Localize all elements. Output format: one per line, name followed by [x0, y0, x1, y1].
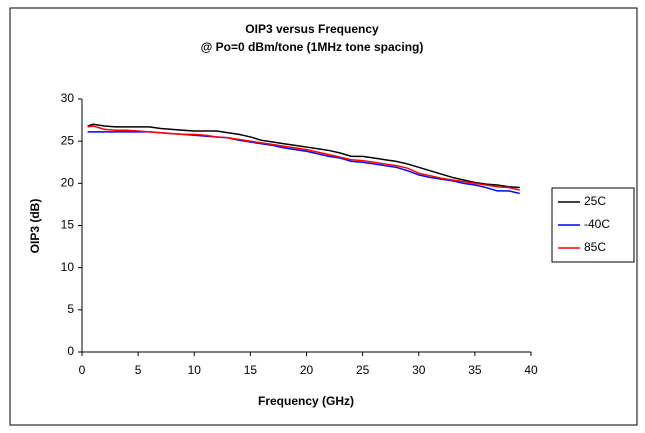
x-tick-label: 25: [356, 363, 370, 377]
chart-title: OIP3 versus Frequency: [245, 22, 379, 36]
y-tick-label: 20: [61, 176, 75, 190]
x-tick-label: 20: [300, 363, 314, 377]
y-tick-label: 30: [61, 91, 75, 105]
x-tick-label: 40: [524, 363, 538, 377]
y-tick-label: 15: [61, 218, 75, 232]
chart-subtitle: @ Po=0 dBm/tone (1MHz tone spacing): [201, 40, 424, 54]
series-line: [87, 125, 520, 191]
x-tick-label: 30: [412, 363, 426, 377]
series-line: [87, 123, 520, 189]
legend-label: 85C: [584, 240, 606, 254]
y-axis-label: OIP3 (dB): [28, 199, 42, 254]
y-tick-label: 0: [67, 344, 74, 358]
y-tick-label: 25: [61, 133, 75, 147]
x-tick-label: 0: [79, 363, 86, 377]
x-tick-label: 5: [135, 363, 142, 377]
y-tick-label: 5: [67, 302, 74, 316]
x-tick-label: 35: [468, 363, 482, 377]
y-tick-label: 10: [61, 260, 75, 274]
chart-border: [9, 7, 638, 426]
legend-label: -40C: [584, 217, 610, 231]
x-tick-label: 10: [188, 363, 202, 377]
x-axis-label: Frequency (GHz): [258, 394, 354, 408]
x-tick-label: 15: [244, 363, 258, 377]
legend-label: 25C: [584, 194, 606, 208]
